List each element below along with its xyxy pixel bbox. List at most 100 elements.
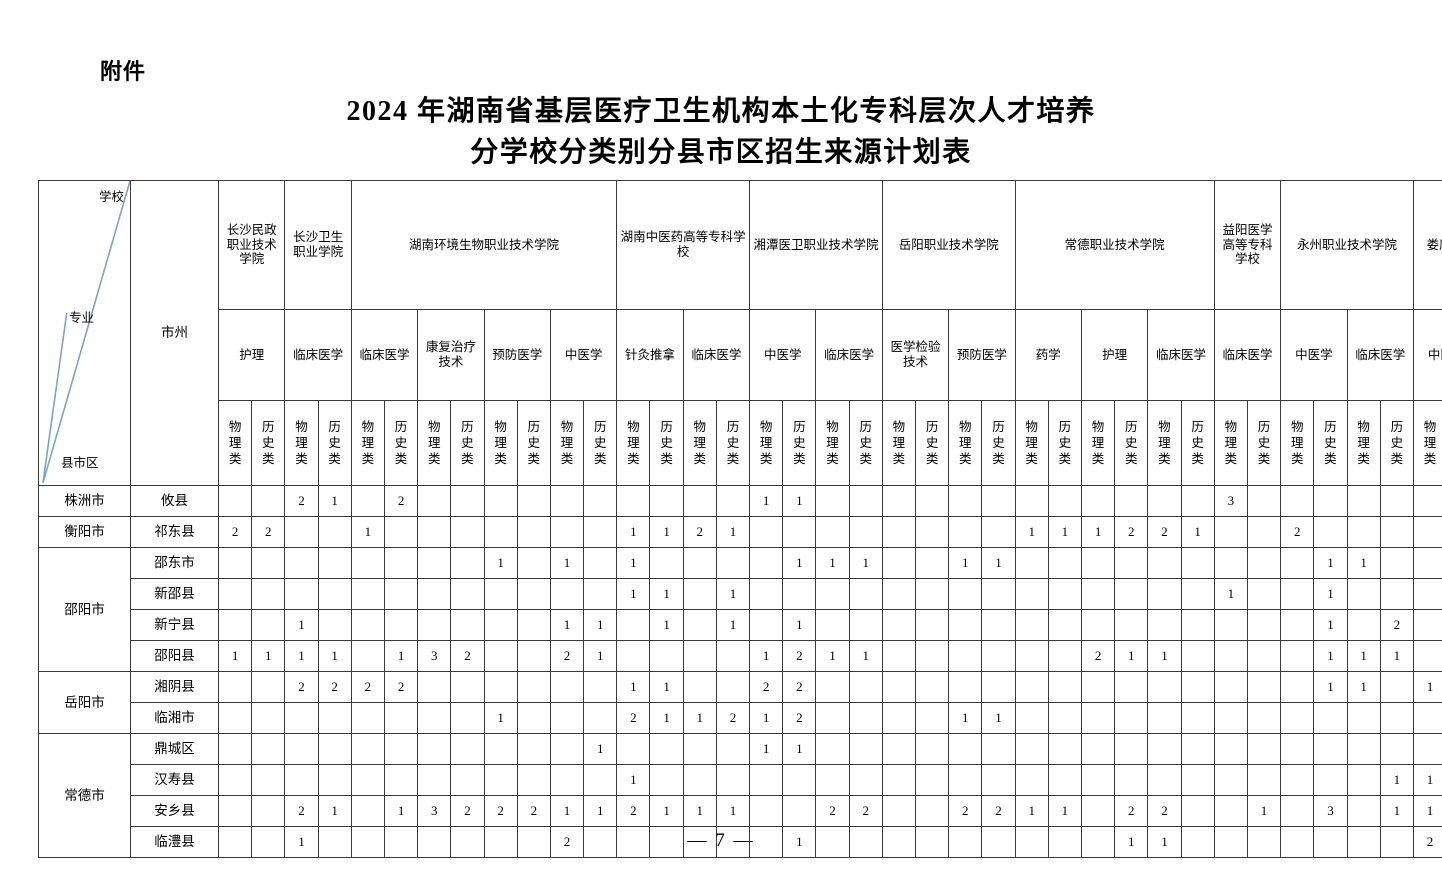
quota-cell [848, 826, 883, 858]
quota-cell [284, 516, 319, 548]
quota-cell [1014, 609, 1049, 641]
quota-cell [1313, 516, 1348, 548]
kind-char: 理 [361, 436, 375, 450]
quota-cell: 2 [284, 671, 319, 703]
kind-char: 史 [328, 436, 341, 450]
quota-cell [915, 516, 950, 548]
kind-char: 理 [759, 436, 773, 450]
quota-cell: 1 [715, 795, 751, 827]
quota-cell [417, 485, 452, 517]
kind-char: 类 [859, 452, 872, 466]
kind-char: 类 [593, 452, 607, 466]
kind-char: 史 [461, 436, 474, 450]
quota-cell [1047, 671, 1082, 703]
quota-cell [251, 764, 286, 796]
quota-cell [350, 547, 385, 579]
quota-cell [1014, 733, 1049, 765]
quota-cell [915, 640, 950, 672]
quota-cell [1213, 547, 1248, 579]
quota-cell: 1 [549, 609, 585, 641]
quota-cell: 2 [749, 671, 784, 703]
quota-cell: 1 [1412, 671, 1442, 703]
quota-cell [350, 640, 385, 672]
quota-cell [881, 485, 917, 517]
kind-char: 物 [1423, 420, 1437, 434]
quota-cell [1014, 640, 1049, 672]
kind-char: 史 [660, 436, 673, 450]
quota-cell [317, 516, 352, 548]
quota-cell [1246, 702, 1282, 734]
quota-cell: 1 [981, 702, 1016, 734]
quota-cell [1346, 795, 1381, 827]
quota-cell [1014, 671, 1049, 703]
major-header-cell: 临床医学 [350, 309, 419, 401]
quota-cell: 1 [616, 764, 651, 796]
quota-cell [1246, 733, 1282, 765]
quota-cell [915, 671, 950, 703]
quota-cell: 1 [383, 640, 419, 672]
quota-cell [483, 764, 518, 796]
school-header-cell: 长沙民政职业技术学院 [217, 180, 286, 310]
kind-char: 物 [826, 420, 839, 434]
header-row-major: 护理 临床医学 临床医学 康复治疗技术 预防医学 中医学 针灸推拿 临床医学 中医学 临床医学 医学… [39, 309, 1442, 401]
quota-cell [483, 640, 518, 672]
major-header-cell: 预防医学 [948, 309, 1016, 401]
quota-cell [1014, 485, 1049, 517]
quota-cell [549, 578, 585, 610]
quota-cell [450, 609, 485, 641]
county-cell: 临湘市 [130, 702, 219, 734]
quota-cell: 1 [284, 609, 319, 641]
quota-cell: 1 [848, 547, 883, 579]
quota-cell [1080, 702, 1116, 734]
quota-cell [715, 826, 751, 858]
table-body: 株洲市攸县21211310衡阳市祁东县2211121111221220邵阳市邵东… [38, 485, 1442, 858]
quota-cell [981, 733, 1016, 765]
kind-char: 历 [262, 420, 275, 434]
kind-char: 历 [527, 420, 541, 434]
quota-cell [915, 485, 950, 517]
quota-cell: 1 [1246, 795, 1282, 827]
quota-cell [815, 609, 850, 641]
quota-cell [1412, 702, 1442, 734]
quota-cell [881, 578, 917, 610]
quota-cell [1080, 826, 1116, 858]
quota-cell [948, 578, 983, 610]
kind-header-physics: 物理类 [1412, 400, 1442, 486]
enrollment-plan-table: 学校 专业 县市区 市州 长沙民政职业技术学院 长沙卫生职业学院 湖南环境生物职业技术学… [38, 180, 1442, 858]
quota-cell [583, 547, 618, 579]
quota-cell: 2 [981, 795, 1016, 827]
quota-cell [1147, 671, 1182, 703]
quota-cell [483, 609, 518, 641]
quota-cell [1412, 547, 1442, 579]
kind-char: 理 [1224, 436, 1238, 450]
quota-cell: 2 [1379, 609, 1414, 641]
quota-cell [383, 578, 419, 610]
major-header-cell: 预防医学 [483, 309, 551, 401]
quota-cell: 1 [715, 609, 751, 641]
kind-char: 理 [627, 436, 640, 450]
quota-cell: 1 [1180, 516, 1215, 548]
quota-cell [251, 795, 286, 827]
kind-char: 理 [1025, 436, 1038, 450]
quota-cell: 1 [1014, 795, 1049, 827]
quota-cell [848, 609, 883, 641]
quota-cell [417, 671, 452, 703]
quota-cell [948, 671, 983, 703]
quota-cell [350, 733, 385, 765]
quota-cell [682, 764, 717, 796]
kind-char: 类 [1423, 452, 1437, 466]
quota-cell: 1 [782, 609, 817, 641]
kind-header-physics: 物理类 [1346, 400, 1381, 486]
quota-cell: 2 [1412, 826, 1442, 858]
quota-cell [450, 671, 485, 703]
kind-char: 类 [1290, 452, 1304, 466]
kind-char: 史 [262, 436, 275, 450]
quota-cell: 1 [1014, 516, 1049, 548]
quota-cell [1346, 702, 1381, 734]
quota-cell: 1 [1080, 516, 1116, 548]
kind-header-history: 历史类 [1246, 400, 1282, 486]
plan-table-container: 学校 专业 县市区 市州 长沙民政职业技术学院 长沙卫生职业学院 湖南环境生物职业技术学… [38, 180, 1442, 858]
kind-header-physics: 物理类 [616, 400, 651, 486]
quota-cell: 2 [1114, 795, 1149, 827]
kind-char: 类 [992, 452, 1005, 466]
